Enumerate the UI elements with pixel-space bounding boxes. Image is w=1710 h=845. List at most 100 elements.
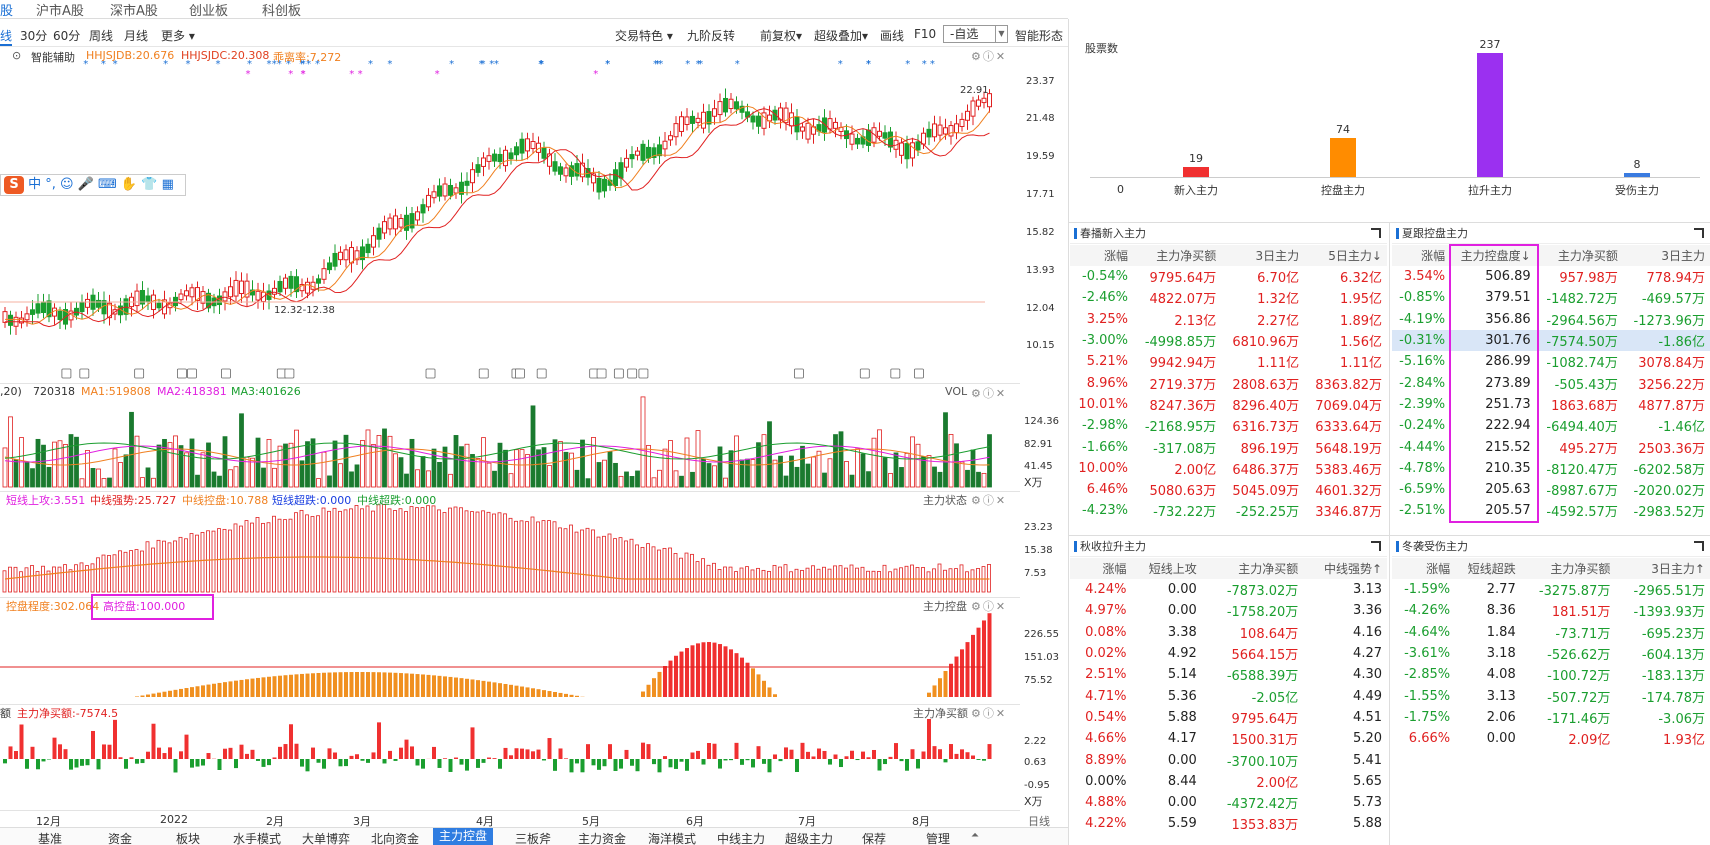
column-header[interactable]: 5日主力↓ bbox=[1304, 245, 1387, 266]
period-30m[interactable]: 30分 bbox=[20, 29, 48, 43]
collapse-up-icon[interactable]: ⏶ bbox=[971, 830, 979, 841]
nav-item[interactable]: 大单博弈 bbox=[302, 832, 351, 845]
period-week[interactable]: 周线 bbox=[89, 29, 114, 43]
column-header[interactable]: 主力净买额 bbox=[1520, 558, 1616, 579]
table-row[interactable]: 8.96% 2719.37万 2808.63万 8363.82万 bbox=[1070, 372, 1387, 393]
table-row[interactable]: 6.46% 5080.63万 5045.09万 4601.32万 bbox=[1070, 479, 1387, 500]
tab-sz-a[interactable]: 深市A股 bbox=[110, 4, 158, 19]
column-header[interactable]: 短线上攻 bbox=[1131, 558, 1202, 579]
column-header[interactable]: 3日主力 bbox=[1622, 245, 1710, 266]
table-row[interactable]: 3.54% 506.89 957.98万 778.94万 bbox=[1392, 266, 1710, 287]
column-header[interactable]: 主力净买额 bbox=[1201, 558, 1304, 579]
nav-item[interactable]: 主力资金 bbox=[578, 832, 627, 845]
period-day[interactable]: 线 bbox=[0, 27, 13, 46]
column-header[interactable]: 3日主力↑ bbox=[1615, 558, 1710, 579]
table-row[interactable]: -1.66% -317.08万 896.19万 5648.19万 bbox=[1070, 436, 1387, 457]
nav-item[interactable]: 海洋模式 bbox=[648, 832, 697, 845]
table-row[interactable]: -4.23% -732.22万 -252.25万 3346.87万 bbox=[1070, 500, 1387, 521]
table-row[interactable]: -0.54% 9795.64万 6.70亿 6.32亿 bbox=[1070, 266, 1387, 287]
table-row[interactable]: -3.00% -4998.85万 6810.96万 1.56亿 bbox=[1070, 330, 1387, 351]
expand-icon[interactable] bbox=[1694, 228, 1704, 238]
table-row[interactable]: -4.64% 1.84 -73.71万 -695.23万 bbox=[1392, 622, 1710, 643]
table-row[interactable]: 5.21% 9942.94万 1.11亿 1.11亿 bbox=[1070, 351, 1387, 372]
table-row[interactable]: -3.61% 3.18 -526.62万 -604.13万 bbox=[1392, 643, 1710, 664]
nav-item[interactable]: 管理 bbox=[926, 832, 951, 845]
panel-controls[interactable]: ⚙ⓘ✕ bbox=[971, 707, 1008, 720]
expand-icon[interactable] bbox=[1371, 541, 1381, 551]
table-row[interactable]: -1.59% 2.77 -3275.87万 -2965.51万 bbox=[1392, 579, 1710, 600]
table-row[interactable]: 4.97% 0.00 -1758.20万 3.36 bbox=[1070, 600, 1387, 621]
panel-controls[interactable]: ⚙ⓘ✕ bbox=[971, 50, 1008, 63]
trade-feature-button[interactable]: 交易特色 ▾ bbox=[615, 29, 673, 43]
bar[interactable] bbox=[1183, 167, 1209, 177]
overlay-button[interactable]: 超级叠加▾ bbox=[814, 29, 869, 43]
chevron-down-icon[interactable]: ▼ bbox=[995, 26, 1007, 42]
table-row[interactable]: -4.78% 210.35 -8120.47万 -6202.58万 bbox=[1392, 458, 1710, 479]
tab-star[interactable]: 科创板 bbox=[262, 4, 302, 19]
nav-item[interactable]: 基准 bbox=[38, 832, 63, 845]
adjust-button[interactable]: 前复权▾ bbox=[760, 29, 803, 43]
table-row[interactable]: -5.16% 286.99 -1082.74万 3078.84万 bbox=[1392, 351, 1710, 372]
bar[interactable] bbox=[1330, 138, 1356, 177]
table-row[interactable]: 4.22% 5.59 1353.83万 5.88 bbox=[1070, 813, 1387, 834]
table-row[interactable]: 4.71% 5.36 -2.05亿 4.49 bbox=[1070, 685, 1387, 706]
table-row[interactable]: -1.75% 2.06 -171.46万 -3.06万 bbox=[1392, 707, 1710, 728]
table-row[interactable]: 10.01% 8247.36万 8296.40万 7069.04万 bbox=[1070, 394, 1387, 415]
period-60m[interactable]: 60分 bbox=[53, 29, 81, 43]
table-row[interactable]: 0.08% 3.38 108.64万 4.16 bbox=[1070, 622, 1387, 643]
table-row[interactable]: -2.46% 4822.07万 1.32亿 1.95亿 bbox=[1070, 287, 1387, 308]
column-header[interactable]: 涨幅 bbox=[1392, 558, 1456, 579]
nav-item[interactable]: 中线主力 bbox=[717, 832, 766, 845]
table-row[interactable]: 4.24% 0.00 -7873.02万 3.13 bbox=[1070, 579, 1387, 600]
table-row[interactable]: 0.00% 8.44 2.00亿 5.65 bbox=[1070, 771, 1387, 792]
tab-sh-a[interactable]: 沪市A股 bbox=[36, 4, 84, 19]
nav-item[interactable]: 北向资金 bbox=[371, 832, 420, 845]
column-header[interactable]: 主力净买额 bbox=[1133, 245, 1222, 266]
expand-icon[interactable] bbox=[1371, 228, 1381, 238]
table-row[interactable]: -4.26% 8.36 181.51万 -1393.93万 bbox=[1392, 600, 1710, 621]
table-row[interactable]: -1.55% 3.13 -507.72万 -174.78万 bbox=[1392, 685, 1710, 706]
expand-icon[interactable] bbox=[1694, 541, 1704, 551]
tab-gem[interactable]: 创业板 bbox=[189, 4, 229, 19]
nav-item[interactable]: 超级主力 bbox=[785, 832, 834, 845]
ime-toolbar[interactable]: S 中 °, ☺ 🎤 ⌨ ✋ 👕 ▦ bbox=[0, 174, 186, 196]
watchlist-select[interactable]: -自选 ▼ bbox=[943, 25, 1008, 43]
tab-stocks[interactable]: 股 bbox=[0, 4, 14, 19]
column-header[interactable]: 3日主力 bbox=[1221, 245, 1305, 266]
table-row[interactable]: 10.00% 2.00亿 6486.37万 5383.46万 bbox=[1070, 458, 1387, 479]
nine-reverse-button[interactable]: 九阶反转 bbox=[687, 29, 736, 43]
table-row[interactable]: -0.85% 379.51 -1482.72万 -469.57万 bbox=[1392, 287, 1710, 308]
table-row[interactable]: -0.24% 222.94 -6494.40万 -1.46亿 bbox=[1392, 415, 1710, 436]
table-row[interactable]: -0.31% 301.76 -7574.50万 -1.86亿 bbox=[1392, 329, 1710, 352]
nav-item-active[interactable]: 主力控盘 bbox=[433, 828, 494, 845]
table-row[interactable]: 4.88% 0.00 -4372.42万 5.73 bbox=[1070, 792, 1387, 813]
bar[interactable] bbox=[1624, 172, 1650, 177]
table-row[interactable]: 0.54% 5.88 9795.64万 4.51 bbox=[1070, 707, 1387, 728]
period-month[interactable]: 月线 bbox=[124, 29, 149, 43]
table-row[interactable]: 2.51% 5.14 -6588.39万 4.30 bbox=[1070, 664, 1387, 685]
table-row[interactable]: 6.66% 0.00 2.09亿 1.93亿 bbox=[1392, 728, 1710, 749]
column-header[interactable]: 中线强势↑ bbox=[1303, 558, 1387, 579]
draw-line-button[interactable]: 画线 bbox=[880, 29, 905, 43]
column-header[interactable]: 主力净买额 bbox=[1535, 245, 1623, 266]
table-row[interactable]: -2.98% -2168.95万 6316.73万 6333.64万 bbox=[1070, 415, 1387, 436]
f10-button[interactable]: F10 bbox=[914, 27, 937, 41]
table-row[interactable]: -4.44% 215.52 495.27万 2503.36万 bbox=[1392, 436, 1710, 457]
table-row[interactable]: -2.51% 205.57 -4592.57万 -2983.52万 bbox=[1392, 500, 1710, 521]
table-row[interactable]: 8.89% 0.00 -3700.10万 5.41 bbox=[1070, 749, 1387, 770]
bar[interactable] bbox=[1477, 53, 1503, 177]
nav-item[interactable]: 三板斧 bbox=[515, 832, 552, 845]
column-header[interactable]: 短线超跌 bbox=[1455, 558, 1521, 579]
nav-item[interactable]: 水手模式 bbox=[233, 832, 282, 845]
column-header[interactable]: 涨幅 bbox=[1392, 245, 1451, 266]
nav-item[interactable]: 板块 bbox=[176, 832, 201, 845]
table-row[interactable]: 4.66% 4.17 1500.31万 5.20 bbox=[1070, 728, 1387, 749]
column-header[interactable]: 涨幅 bbox=[1070, 245, 1133, 266]
period-more[interactable]: 更多 ▾ bbox=[161, 29, 195, 43]
panel-controls[interactable]: ⚙ⓘ✕ bbox=[971, 494, 1008, 507]
table-row[interactable]: -4.19% 356.86 -2964.56万 -1273.96万 bbox=[1392, 309, 1710, 330]
nav-item[interactable]: 资金 bbox=[108, 832, 133, 845]
column-header[interactable]: 主力控盘度↓ bbox=[1450, 245, 1536, 266]
table-row[interactable]: -6.59% 205.63 -8987.67万 -2020.02万 bbox=[1392, 479, 1710, 500]
table-row[interactable]: 0.02% 4.92 5664.15万 4.27 bbox=[1070, 643, 1387, 664]
